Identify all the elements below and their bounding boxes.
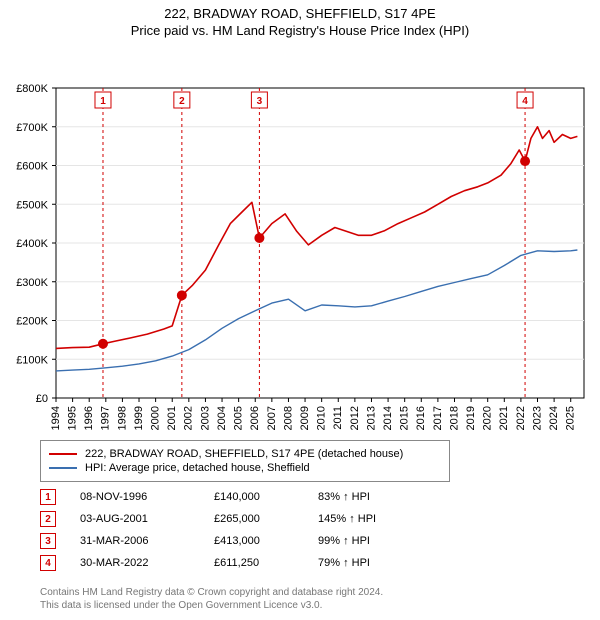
- svg-text:2007: 2007: [266, 406, 278, 430]
- svg-text:£300K: £300K: [16, 277, 48, 289]
- svg-text:2008: 2008: [282, 406, 294, 430]
- svg-text:2006: 2006: [249, 406, 261, 430]
- svg-text:£100K: £100K: [16, 354, 48, 366]
- svg-text:£800K: £800K: [16, 83, 48, 95]
- svg-text:£600K: £600K: [16, 160, 48, 172]
- transactions-table: 1 08-NOV-1996 £140,000 83% ↑ HPI 2 03-AU…: [40, 486, 428, 574]
- marker-badge: 3: [40, 533, 56, 549]
- legend-item: 222, BRADWAY ROAD, SHEFFIELD, S17 4PE (d…: [49, 447, 441, 461]
- transaction-price: £140,000: [214, 491, 294, 503]
- svg-text:£400K: £400K: [16, 238, 48, 250]
- svg-text:2017: 2017: [432, 406, 444, 430]
- svg-text:4: 4: [522, 96, 528, 107]
- svg-text:1998: 1998: [116, 406, 128, 430]
- transaction-price: £265,000: [214, 513, 294, 525]
- svg-text:2016: 2016: [415, 406, 427, 430]
- price-chart: £0 £100K £200K £300K £400K £500K £600K £700K £80…: [0, 44, 600, 449]
- svg-text:2001: 2001: [166, 406, 178, 430]
- transaction-price: £413,000: [214, 535, 294, 547]
- svg-text:2022: 2022: [515, 406, 527, 430]
- footer-line: This data is licensed under the Open Gov…: [40, 599, 383, 612]
- legend-swatch: [49, 453, 77, 455]
- svg-text:2011: 2011: [332, 406, 344, 430]
- svg-text:2002: 2002: [183, 406, 195, 430]
- svg-text:2018: 2018: [448, 406, 460, 430]
- svg-text:2023: 2023: [531, 406, 543, 430]
- svg-text:2003: 2003: [199, 406, 211, 430]
- transaction-pct: 99% ↑ HPI: [318, 535, 428, 547]
- svg-text:2024: 2024: [548, 406, 560, 430]
- transaction-pct: 145% ↑ HPI: [318, 513, 428, 525]
- svg-text:1995: 1995: [67, 406, 79, 430]
- svg-text:3: 3: [257, 96, 263, 107]
- svg-text:2010: 2010: [316, 406, 328, 430]
- svg-text:1: 1: [100, 96, 106, 107]
- svg-text:1997: 1997: [100, 406, 112, 430]
- transaction-pct: 83% ↑ HPI: [318, 491, 428, 503]
- svg-text:2021: 2021: [498, 406, 510, 430]
- footer-line: Contains HM Land Registry data © Crown c…: [40, 586, 383, 599]
- legend-item: HPI: Average price, detached house, Shef…: [49, 461, 441, 475]
- svg-text:2009: 2009: [299, 406, 311, 430]
- page-subtitle: Price paid vs. HM Land Registry's House …: [0, 23, 600, 40]
- svg-text:£0: £0: [36, 393, 48, 405]
- marker-badge: 4: [40, 555, 56, 571]
- svg-text:2000: 2000: [150, 406, 162, 430]
- svg-text:2005: 2005: [233, 406, 245, 430]
- marker-badge: 1: [40, 489, 56, 505]
- legend-label: HPI: Average price, detached house, Shef…: [85, 462, 310, 474]
- table-row: 2 03-AUG-2001 £265,000 145% ↑ HPI: [40, 508, 428, 530]
- svg-text:1994: 1994: [50, 406, 62, 430]
- chart-svg: £0 £100K £200K £300K £400K £500K £600K £700K £80…: [0, 44, 600, 444]
- svg-text:2014: 2014: [382, 406, 394, 430]
- svg-text:2004: 2004: [216, 406, 228, 430]
- svg-text:2025: 2025: [565, 406, 577, 430]
- transaction-price: £611,250: [214, 557, 294, 569]
- svg-text:1996: 1996: [83, 406, 95, 430]
- svg-text:2: 2: [179, 96, 185, 107]
- svg-text:1999: 1999: [133, 406, 145, 430]
- svg-text:2013: 2013: [365, 406, 377, 430]
- page-title: 222, BRADWAY ROAD, SHEFFIELD, S17 4PE: [0, 0, 600, 23]
- svg-text:£500K: £500K: [16, 199, 48, 211]
- svg-text:£700K: £700K: [16, 122, 48, 134]
- svg-text:£200K: £200K: [16, 315, 48, 327]
- svg-text:2020: 2020: [482, 406, 494, 430]
- legend-label: 222, BRADWAY ROAD, SHEFFIELD, S17 4PE (d…: [85, 448, 403, 460]
- footer-attribution: Contains HM Land Registry data © Crown c…: [40, 586, 383, 612]
- transaction-date: 31-MAR-2006: [80, 535, 190, 547]
- table-row: 1 08-NOV-1996 £140,000 83% ↑ HPI: [40, 486, 428, 508]
- marker-badge: 2: [40, 511, 56, 527]
- legend-swatch: [49, 467, 77, 469]
- svg-text:2019: 2019: [465, 406, 477, 430]
- transaction-date: 03-AUG-2001: [80, 513, 190, 525]
- table-row: 4 30-MAR-2022 £611,250 79% ↑ HPI: [40, 552, 428, 574]
- svg-text:2012: 2012: [349, 406, 361, 430]
- table-row: 3 31-MAR-2006 £413,000 99% ↑ HPI: [40, 530, 428, 552]
- transaction-date: 08-NOV-1996: [80, 491, 190, 503]
- chart-legend: 222, BRADWAY ROAD, SHEFFIELD, S17 4PE (d…: [40, 440, 450, 482]
- transaction-pct: 79% ↑ HPI: [318, 557, 428, 569]
- svg-text:2015: 2015: [399, 406, 411, 430]
- transaction-date: 30-MAR-2022: [80, 557, 190, 569]
